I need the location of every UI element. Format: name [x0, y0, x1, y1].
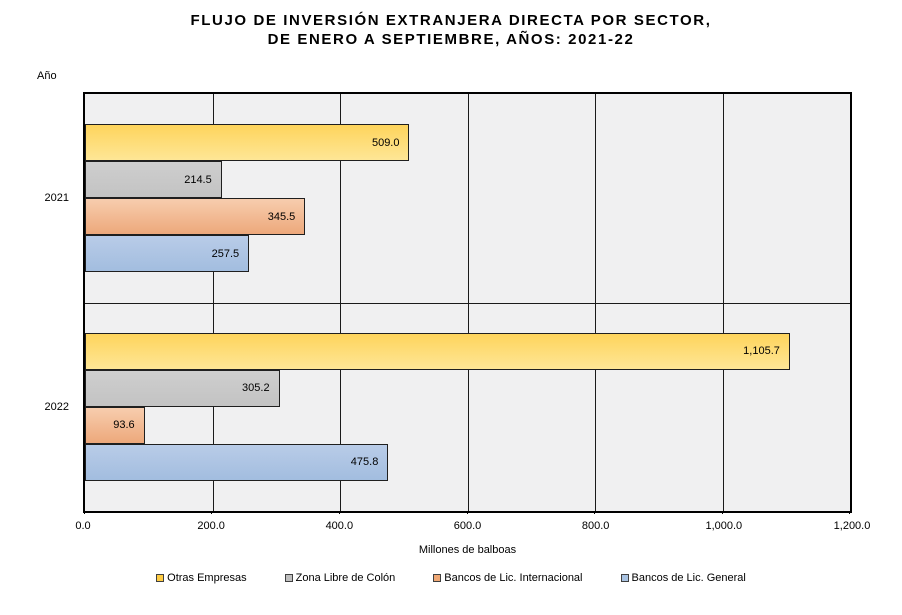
- x-axis-title: Millones de balboas: [418, 544, 517, 556]
- chart-title-line1: FLUJO DE INVERSIÓN EXTRANJERA DIRECTA PO…: [190, 12, 712, 29]
- bar-bancos-de-lic-internacional: 345.5: [85, 198, 306, 236]
- legend-item: Bancos de Lic. Internacional: [433, 572, 583, 584]
- bar-value-label: 345.5: [267, 210, 296, 223]
- bar-zona-libre-de-col-n: 305.2: [85, 369, 280, 407]
- legend-label: Bancos de Lic. General: [631, 572, 746, 584]
- legend-swatch-icon: [284, 574, 293, 582]
- axis-tick-mark: [338, 511, 340, 514]
- bar-bancos-de-lic-general: 475.8: [85, 443, 389, 481]
- category-group-2022: 2022 1,105.7 305.2 93.6 475.8: [45, 303, 850, 512]
- legend-label: Zona Libre de Colón: [295, 572, 396, 584]
- bar-value-label: 214.5: [184, 173, 212, 186]
- legend-swatch-icon: [433, 574, 442, 582]
- axis-tick-mark: [593, 511, 595, 514]
- category-label: 2022: [44, 400, 69, 413]
- axis-tick-mark: [84, 511, 85, 514]
- bars-container: 1,105.7 305.2 93.6 475.8: [85, 332, 850, 481]
- legend: Otras Empresas Zona Libre de Colón Bancos …: [0, 572, 902, 584]
- legend-item: Zona Libre de Colón: [284, 572, 396, 584]
- category-label: 2021: [44, 192, 69, 205]
- chart-title-line2: DE ENERO A SEPTIEMBRE, AÑOS: 2021-22: [267, 31, 635, 48]
- x-tick-label: 0.0: [75, 520, 91, 532]
- axis-tick-mark: [721, 511, 723, 514]
- category-separator: [85, 302, 850, 304]
- bars-container: 509.0 214.5 345.5 257.5: [85, 124, 850, 273]
- category-group-2021: 2021 509.0 214.5 345.5 257.5: [45, 94, 850, 303]
- legend-label: Bancos de Lic. Internacional: [444, 572, 583, 584]
- x-tick-label: 800.0: [581, 520, 610, 532]
- bar-bancos-de-lic-general: 257.5: [85, 235, 250, 273]
- bar-bancos-de-lic-internacional: 93.6: [85, 406, 145, 444]
- legend-item: Bancos de Lic. General: [620, 572, 746, 584]
- y-axis-title: Año: [37, 70, 57, 82]
- x-axis-tick-labels: 0.0 200.0 400.0 600.0 800.0 1,000.0 1,200.0: [75, 520, 870, 534]
- x-tick-label: 1,200.0: [833, 520, 871, 532]
- plot-area: 2021 509.0 214.5 345.5 257.5 2022 1,105.7 305.2…: [45, 92, 852, 514]
- legend-label: Otras Empresas: [167, 572, 247, 584]
- legend-swatch-icon: [156, 574, 165, 582]
- bar-value-label: 93.6: [113, 419, 135, 432]
- axis-tick-mark: [849, 511, 850, 514]
- legend-swatch-icon: [620, 574, 629, 582]
- x-tick-label: 1,000.0: [705, 520, 743, 532]
- axis-tick-mark: [211, 511, 213, 514]
- bar-value-label: 305.2: [242, 382, 270, 395]
- legend-item: Otras Empresas: [156, 572, 247, 584]
- bar-otras-empresas: 1,105.7: [85, 332, 790, 370]
- bar-value-label: 257.5: [211, 247, 240, 260]
- bar-zona-libre-de-col-n: 214.5: [85, 161, 222, 199]
- bar-value-label: 1,105.7: [743, 345, 780, 358]
- bar-value-label: 509.0: [371, 136, 400, 149]
- chart-title: FLUJO DE INVERSIÓN EXTRANJERA DIRECTA PO…: [0, 11, 902, 49]
- x-tick-label: 400.0: [325, 520, 354, 532]
- bar-otras-empresas: 509.0: [85, 124, 410, 162]
- x-tick-label: 600.0: [453, 520, 482, 532]
- axis-tick-mark: [466, 511, 468, 514]
- bar-value-label: 475.8: [350, 456, 379, 469]
- x-tick-label: 200.0: [197, 520, 225, 532]
